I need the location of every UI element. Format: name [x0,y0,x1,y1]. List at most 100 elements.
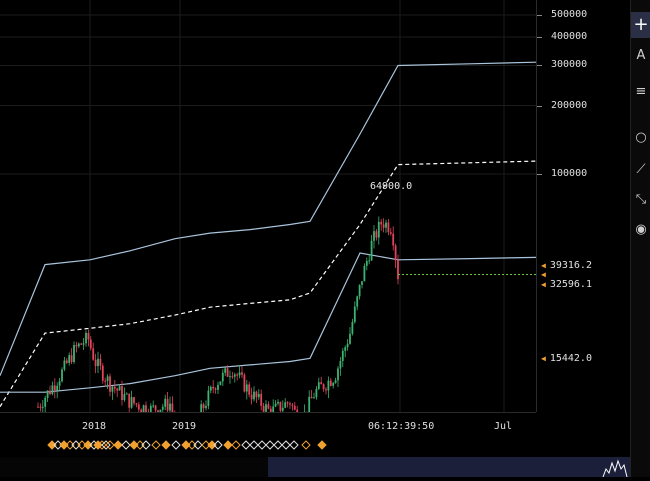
volume-sparkline [603,461,627,477]
event-marker-icon[interactable] [302,441,310,449]
event-marker-icon[interactable] [274,441,282,449]
candle-body [277,402,279,404]
candle-body [342,351,344,361]
event-marker-icon[interactable] [290,441,298,449]
candle-body [56,386,58,391]
price-chart[interactable]: 64900.0 [0,0,536,412]
volume-panel[interactable] [268,457,630,477]
event-marker-icon[interactable] [282,441,290,449]
candle-body [119,386,121,390]
event-marker-icon[interactable] [172,441,180,449]
candle-body [68,355,70,363]
event-marker-icon[interactable] [258,441,266,449]
price-tag: ◀32596.1 [541,280,592,290]
event-marker-icon[interactable] [122,441,130,449]
shape-tool-icon[interactable]: ○ [631,130,650,145]
event-marker-icon[interactable] [208,441,216,449]
bottom-strip [0,457,268,477]
event-marker-icon[interactable] [142,441,150,449]
event-marker-icon[interactable] [84,441,92,449]
candle-body [172,404,174,412]
text-tool-icon[interactable]: A [631,48,650,63]
candle-body [73,345,75,362]
plus-icon[interactable]: + [631,12,650,38]
candle-body [313,397,315,398]
event-marker-icon[interactable] [130,441,138,449]
chart-canvas[interactable]: 64900.0 [0,0,536,412]
candle-body [162,407,164,410]
candle-body [395,245,397,260]
event-marker-icon[interactable] [250,441,258,449]
lower-band-line [0,253,536,392]
candle-body [258,394,260,397]
event-marker-icon[interactable] [152,441,160,449]
event-marker-icon[interactable] [114,441,122,449]
price-tag-label: 32596.1 [550,279,592,290]
candle-body [349,334,351,344]
candle-body [205,406,207,408]
candle-body [78,344,80,347]
time-tick-label: Jul [494,421,512,432]
candle-body [100,359,102,366]
price-tick-label: 300000 [551,60,587,70]
event-marker-icon[interactable] [48,441,56,449]
candle-body [352,322,354,334]
fib-tool-icon[interactable]: ≡ [631,84,650,99]
event-marker-icon[interactable] [162,441,170,449]
candle-body [284,402,286,407]
candle-body [224,368,226,373]
measure-tool-icon[interactable]: ⤡ [631,192,650,207]
event-marker-icon[interactable] [194,441,202,449]
candle-body [131,397,133,408]
candle-body [112,387,114,392]
candle-body [97,359,99,366]
candle-body [241,372,243,374]
candle-body [265,404,267,412]
price-tick-mark [537,37,542,38]
event-marker-icon[interactable] [72,441,80,449]
candle-body [340,361,342,369]
event-marker-icon[interactable] [242,441,250,449]
tag-arrow-icon: ◀ [541,354,546,363]
candle-body [155,405,157,410]
candle-body [371,241,373,261]
candle-body [323,384,325,389]
candle-body [76,345,78,346]
eye-icon[interactable]: ◉ [631,222,650,237]
candle-body [80,344,82,345]
candle-body [294,406,296,410]
event-marker-icon[interactable] [60,441,68,449]
candle-body [164,399,166,407]
event-marker-icon[interactable] [318,441,326,449]
candle-body [220,381,222,384]
candle-body [388,223,390,233]
candle-body [292,405,294,406]
candle-body [373,231,375,241]
candle-body [49,391,51,394]
pattern-tool-icon[interactable]: ⟋ [631,162,650,177]
price-tick-label: 100000 [551,169,587,179]
candle-body [54,385,56,390]
candle-body [109,376,111,391]
mid-line-line [0,161,536,407]
candle-body [318,382,320,389]
price-tick-mark [537,106,542,107]
candle-body [263,406,265,412]
candle-body [335,380,337,383]
event-marker-icon[interactable] [224,441,232,449]
candle-body [361,281,363,285]
candle-body [102,366,104,381]
time-tick-label: 2018 [82,421,106,432]
event-marker-icon[interactable] [182,441,190,449]
candle-body [145,405,147,412]
event-marker-icon[interactable] [266,441,274,449]
candle-body [116,389,118,391]
candle-body [143,405,145,412]
candle-body [104,381,106,382]
event-marker-icon[interactable] [232,441,240,449]
candle-body [212,387,214,389]
candle-body [328,381,330,391]
price-tick-mark [537,174,542,175]
